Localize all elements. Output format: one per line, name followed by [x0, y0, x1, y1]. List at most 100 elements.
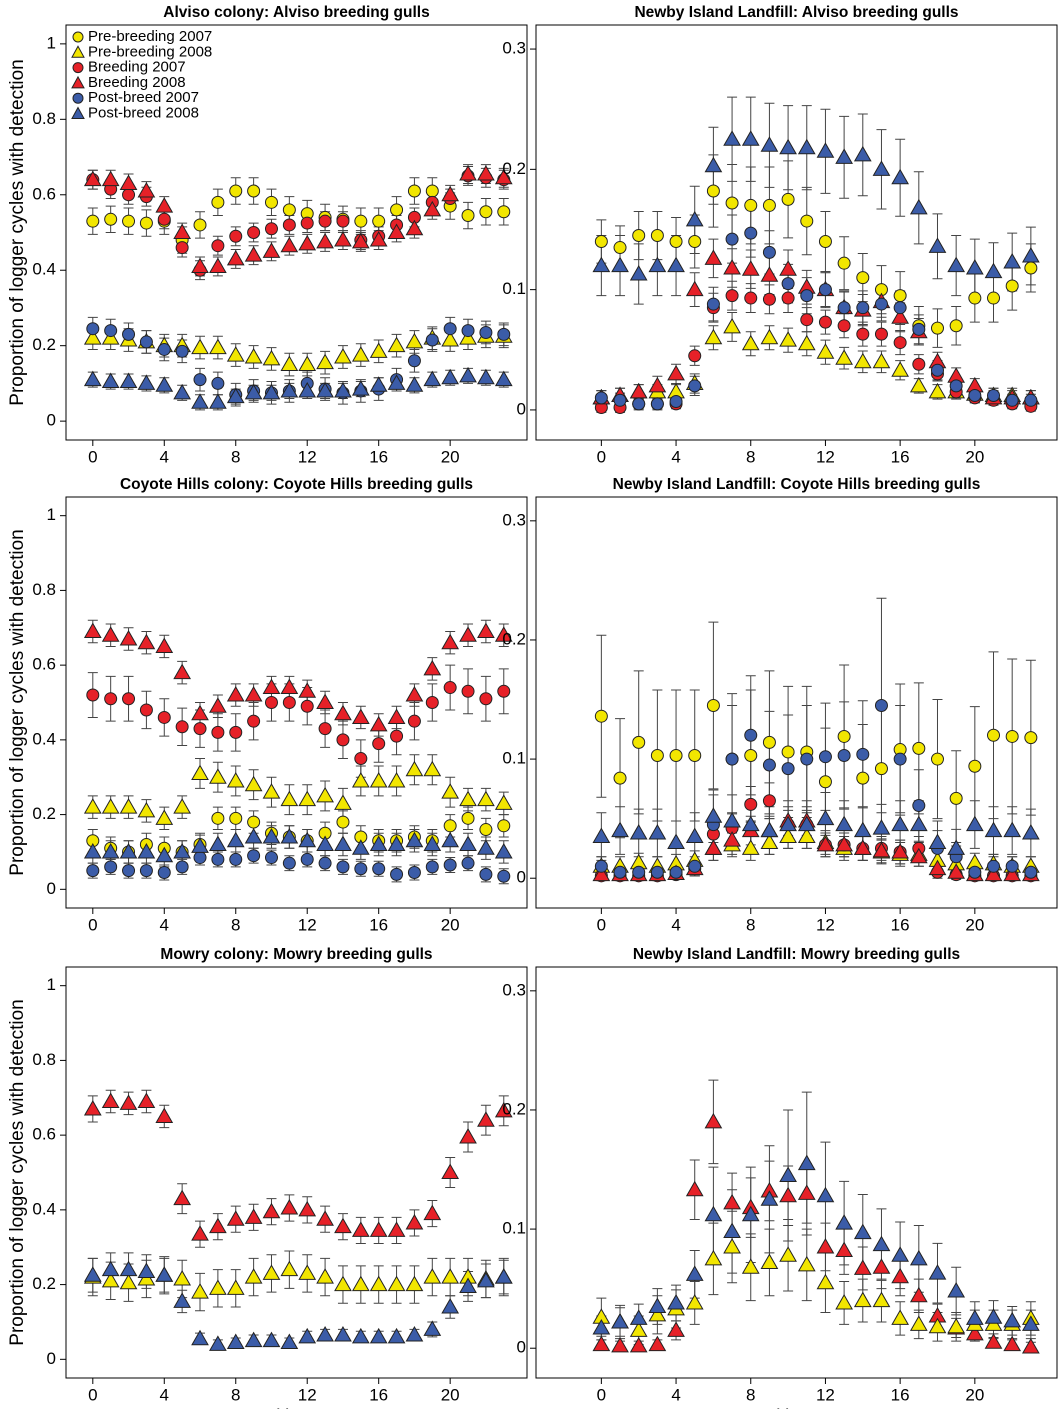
triangle-marker: [984, 865, 1003, 882]
circle-marker: [247, 849, 261, 863]
circle-marker: [762, 198, 776, 212]
triangle-marker: [741, 130, 760, 146]
triangle-marker: [853, 1223, 872, 1240]
triangle-marker: [298, 831, 317, 848]
triangle-marker: [835, 349, 853, 365]
triangle-marker: [387, 374, 406, 390]
triangle-marker: [405, 1275, 424, 1292]
triangle-marker: [155, 1266, 174, 1282]
y-tick-label: 0: [47, 1349, 56, 1368]
triangle-marker: [119, 798, 138, 814]
triangle-marker: [965, 1309, 984, 1325]
y-tick-label: 1: [47, 975, 56, 994]
x-tick-label: 20: [965, 1385, 984, 1404]
circle-marker: [390, 867, 404, 881]
triangle-marker: [209, 257, 227, 273]
triangle-marker: [611, 1313, 629, 1329]
x-tick-label: 12: [816, 1385, 835, 1404]
x-tick-label: 12: [298, 1385, 317, 1404]
triangle-marker: [351, 1275, 370, 1292]
plot-frame: [535, 966, 1058, 1379]
triangle-marker: [853, 839, 872, 855]
circle-marker: [893, 336, 907, 350]
circle-marker: [818, 750, 832, 764]
triangle-marker: [853, 821, 872, 838]
circle-marker: [744, 291, 758, 305]
circle-marker: [949, 319, 963, 333]
triangle-marker: [369, 342, 388, 358]
circle-marker: [893, 289, 907, 303]
triangle-marker: [667, 256, 685, 273]
circle-marker: [725, 752, 739, 766]
y-tick-label: 0.3: [502, 39, 526, 58]
triangle-marker: [209, 1335, 227, 1351]
triangle-marker: [928, 1264, 947, 1280]
triangle-marker: [262, 1331, 281, 1348]
triangle-marker: [611, 256, 629, 273]
circle-marker: [987, 859, 1001, 873]
triangle-marker: [1021, 1315, 1040, 1331]
triangle-marker: [459, 165, 477, 181]
circle-marker: [1024, 393, 1038, 407]
triangle-marker: [119, 1260, 138, 1277]
triangle-marker: [405, 1326, 424, 1342]
panel-title: Newby Island Landfill: Alviso breeding g…: [634, 4, 958, 21]
circle-marker: [390, 203, 404, 217]
triangle-marker: [387, 835, 406, 851]
circle-marker: [229, 725, 243, 739]
triangle-marker: [459, 626, 477, 642]
x-axis-label: Hour: [276, 1406, 318, 1409]
triangle-marker: [853, 1259, 872, 1275]
triangle-marker: [816, 809, 835, 826]
circle-marker: [912, 741, 926, 755]
circle-marker: [837, 749, 851, 763]
triangle-marker: [280, 355, 299, 372]
x-tick-label: 16: [891, 1385, 910, 1404]
circle-marker: [425, 696, 439, 709]
triangle-marker: [723, 831, 741, 847]
triangle-marker: [191, 1225, 209, 1241]
circle-marker: [211, 725, 225, 739]
circle-marker: [1005, 859, 1019, 873]
triangle-marker: [947, 1317, 966, 1334]
triangle-marker: [137, 1092, 156, 1109]
circle-marker: [762, 735, 776, 749]
triangle-marker: [155, 637, 174, 653]
triangle-marker: [685, 1180, 704, 1197]
triangle-marker: [629, 264, 648, 281]
triangle-marker: [648, 1335, 667, 1352]
triangle-marker: [173, 1292, 192, 1308]
circle-marker: [390, 729, 404, 743]
triangle-marker: [477, 1111, 495, 1127]
triangle-marker: [83, 370, 102, 387]
triangle-marker: [137, 842, 156, 859]
legend-label: Post-breed 2008: [88, 104, 199, 121]
triangle-marker: [779, 331, 797, 347]
circle-marker: [781, 291, 795, 305]
triangle-marker: [629, 823, 648, 840]
triangle-marker: [779, 815, 797, 832]
triangle-marker: [928, 833, 947, 849]
circle-marker: [856, 271, 870, 285]
x-axis-label: Hour: [776, 1406, 818, 1409]
legend-label: Pre-breeding 2008: [88, 43, 212, 60]
x-tick-label: 0: [88, 1385, 97, 1404]
circle-marker: [336, 860, 350, 874]
triangle-marker: [667, 833, 685, 849]
x-tick-label: 0: [88, 447, 97, 466]
circle-marker: [497, 684, 511, 698]
triangle-marker: [741, 260, 760, 276]
circle-marker: [318, 856, 332, 870]
circle-marker: [818, 283, 832, 297]
triangle-marker: [1021, 823, 1040, 840]
triangle-marker: [909, 1286, 928, 1303]
triangle-marker: [155, 197, 174, 213]
circle-marker: [86, 688, 100, 702]
x-tick-label: 20: [965, 915, 984, 934]
triangle-marker: [872, 1235, 891, 1252]
circle-marker: [336, 733, 350, 747]
triangle-marker: [1003, 1335, 1022, 1352]
y-tick-label: 0.6: [32, 184, 56, 203]
triangle-marker: [280, 790, 299, 807]
